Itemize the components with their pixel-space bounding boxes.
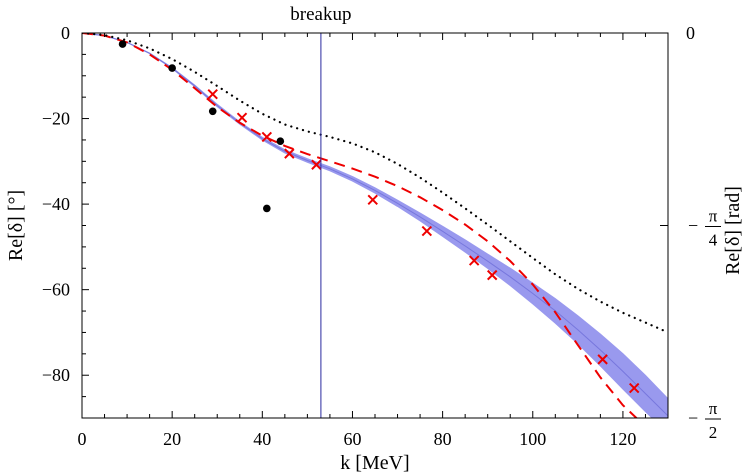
breakup-annotation: breakup xyxy=(290,4,351,25)
x-tick-label: 40 xyxy=(253,429,271,449)
right-tick-label-denominator: 4 xyxy=(709,231,718,250)
x-tick-label: 60 xyxy=(343,429,361,449)
data-point-cross xyxy=(261,131,273,143)
band-series xyxy=(82,33,668,418)
y-axis-label: Re[δ] [°] xyxy=(5,190,27,261)
data-point-cross xyxy=(468,255,480,266)
data-point-dot xyxy=(208,107,217,116)
y-tick-label: −20 xyxy=(42,109,70,129)
data-point-cross xyxy=(236,112,248,123)
data-point-dot xyxy=(118,40,127,48)
right-tick-label-denominator: 2 xyxy=(709,423,718,442)
right-tick-label: 0 xyxy=(686,23,695,43)
data-point-cross xyxy=(367,194,378,206)
data-point-cross xyxy=(486,269,498,281)
y-tick-label: −40 xyxy=(42,194,70,214)
data-point-dot xyxy=(276,137,285,146)
data-point-cross xyxy=(311,159,322,170)
data-point-cross xyxy=(628,382,640,394)
right-tick-label-numerator: π xyxy=(709,207,718,226)
y-tick-label: −80 xyxy=(42,365,70,385)
x-tick-label: 80 xyxy=(434,429,452,449)
dotted-curve xyxy=(82,33,668,334)
data-point-dot xyxy=(263,204,271,213)
band-fill xyxy=(82,33,668,418)
data-point-cross xyxy=(597,354,608,365)
x-tick-label: 120 xyxy=(609,429,636,449)
data-point-cross xyxy=(421,225,433,237)
axes xyxy=(81,32,669,419)
y-tick-label: 0 xyxy=(61,23,70,43)
x-tick-label: 0 xyxy=(78,429,87,449)
plot-frame xyxy=(81,32,669,419)
data-point-cross xyxy=(207,88,218,100)
x-tick-label: 20 xyxy=(163,429,181,449)
line-series xyxy=(82,33,668,418)
data-point-cross xyxy=(284,148,295,159)
band-center-line xyxy=(82,33,668,417)
x-axis-label: k [MeV] xyxy=(340,452,409,474)
right-tick-label-sign: − xyxy=(688,408,698,428)
y-tick-label: −60 xyxy=(42,280,70,300)
right-tick-label-sign: − xyxy=(688,216,698,236)
data-point-dot xyxy=(168,64,176,72)
right-tick-label-numerator: π xyxy=(709,399,718,418)
dashed-curve xyxy=(82,33,638,418)
y-axis-label-right: Re[δ] [rad] xyxy=(722,186,744,275)
data-markers xyxy=(118,40,640,394)
x-tick-label: 100 xyxy=(519,429,546,449)
